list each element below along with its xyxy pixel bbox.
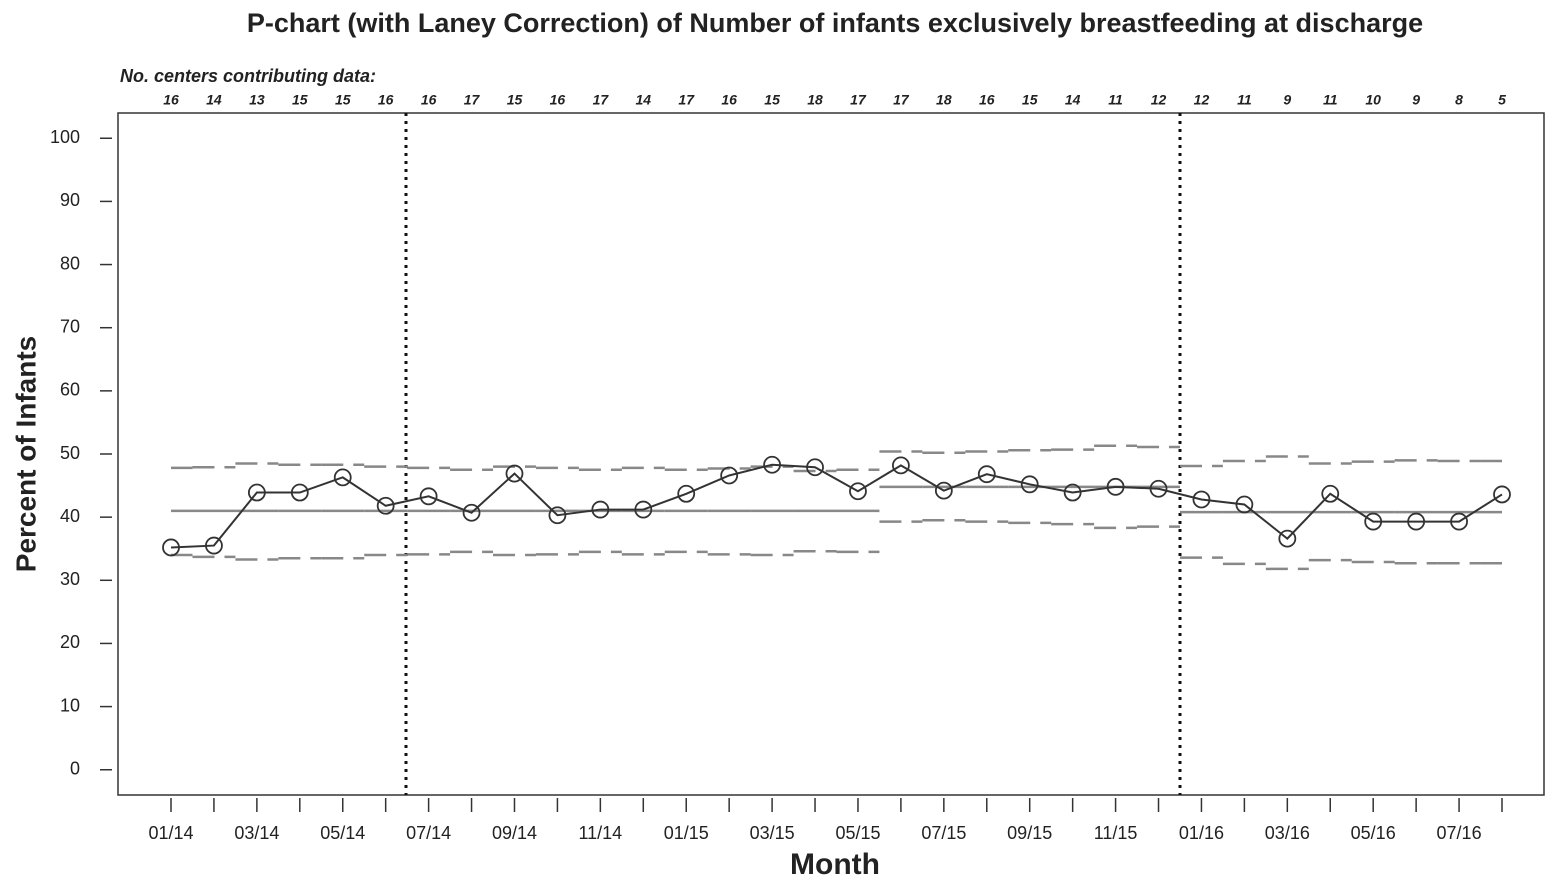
x-tick-label: 07/14 bbox=[406, 823, 451, 843]
data-point bbox=[1063, 483, 1082, 502]
count-label: 15 bbox=[1022, 92, 1038, 108]
count-label: 11 bbox=[1108, 92, 1123, 108]
x-tick-label: 09/14 bbox=[492, 823, 537, 843]
count-label: 16 bbox=[721, 92, 737, 108]
count-label: 16 bbox=[979, 92, 995, 108]
count-label: 12 bbox=[1194, 92, 1210, 108]
count-label: 17 bbox=[593, 92, 610, 108]
count-label: 18 bbox=[936, 92, 952, 108]
y-tick-label: 80 bbox=[60, 253, 80, 273]
count-label: 15 bbox=[507, 92, 523, 108]
count-label: 16 bbox=[421, 92, 437, 108]
count-label: 9 bbox=[1412, 92, 1420, 108]
data-point bbox=[548, 506, 567, 525]
data-point bbox=[290, 483, 309, 502]
count-label: 12 bbox=[1151, 92, 1167, 108]
y-tick-label: 100 bbox=[50, 127, 80, 147]
data-point bbox=[462, 503, 481, 522]
data-point bbox=[1364, 512, 1383, 531]
count-label: 17 bbox=[893, 92, 910, 108]
count-label: 15 bbox=[764, 92, 780, 108]
chart-title: P-chart (with Laney Correction) of Numbe… bbox=[247, 8, 1423, 38]
data-point bbox=[591, 500, 610, 519]
count-label: 11 bbox=[1323, 92, 1338, 108]
data-point bbox=[677, 484, 696, 503]
data-point bbox=[1020, 475, 1039, 494]
data-point bbox=[720, 466, 739, 485]
y-axis-label: Percent of Infants bbox=[10, 336, 41, 572]
data-point bbox=[892, 456, 910, 475]
data-point bbox=[376, 496, 395, 515]
x-tick-label: 05/15 bbox=[835, 823, 880, 843]
count-label: 9 bbox=[1283, 92, 1291, 108]
data-point bbox=[1450, 512, 1468, 531]
counts-label: No. centers contributing data: bbox=[120, 66, 376, 86]
plot-frame bbox=[117, 112, 1545, 796]
data-point bbox=[849, 482, 867, 501]
data-point bbox=[1278, 529, 1297, 548]
count-label: 16 bbox=[550, 92, 566, 108]
data-point bbox=[634, 500, 653, 519]
data-point bbox=[806, 458, 824, 477]
x-tick-label: 05/14 bbox=[320, 823, 365, 843]
x-tick-label: 01/16 bbox=[1179, 823, 1224, 843]
x-tick-label: 11/14 bbox=[578, 823, 622, 843]
data-point bbox=[505, 464, 524, 483]
count-label: 10 bbox=[1365, 92, 1381, 108]
count-label: 5 bbox=[1498, 92, 1506, 108]
x-tick-label: 11/15 bbox=[1094, 823, 1138, 843]
data-point bbox=[1106, 477, 1125, 496]
count-label: 8 bbox=[1455, 92, 1463, 108]
y-tick-label: 40 bbox=[60, 506, 80, 526]
x-tick-label: 03/15 bbox=[750, 823, 795, 843]
data-point bbox=[247, 483, 266, 502]
data-point bbox=[763, 455, 781, 474]
y-tick-label: 10 bbox=[60, 695, 80, 715]
count-label: 17 bbox=[678, 92, 695, 108]
count-label: 14 bbox=[636, 92, 652, 108]
x-tick-label: 07/16 bbox=[1437, 823, 1482, 843]
x-axis-label: Month bbox=[790, 848, 880, 881]
data-point bbox=[1493, 485, 1511, 504]
y-tick-label: 70 bbox=[60, 316, 80, 336]
data-line bbox=[170, 463, 1503, 549]
count-label: 17 bbox=[464, 92, 481, 108]
y-tick-label: 0 bbox=[70, 758, 80, 778]
count-label: 14 bbox=[206, 92, 222, 108]
y-tick-label: 60 bbox=[60, 380, 80, 400]
x-tick-label: 03/16 bbox=[1265, 823, 1310, 843]
y-tick-label: 20 bbox=[60, 632, 80, 652]
y-tick-label: 30 bbox=[60, 569, 80, 589]
x-tick-label: 05/16 bbox=[1351, 823, 1396, 843]
x-tick-label: 01/15 bbox=[664, 823, 709, 843]
x-tick-label: 03/14 bbox=[234, 823, 279, 843]
data-point bbox=[162, 538, 180, 557]
data-point bbox=[205, 536, 223, 555]
data-point bbox=[934, 481, 953, 500]
data-point bbox=[1192, 490, 1211, 509]
count-label: 13 bbox=[249, 92, 265, 108]
count-label: 18 bbox=[807, 92, 823, 108]
x-tick-label: 01/14 bbox=[148, 823, 193, 843]
count-label: 11 bbox=[1237, 92, 1252, 108]
data-point bbox=[977, 465, 996, 484]
data-point bbox=[1407, 512, 1426, 531]
count-label: 16 bbox=[378, 92, 394, 108]
data-point bbox=[419, 487, 438, 506]
y-tick-label: 90 bbox=[60, 190, 80, 210]
data-point bbox=[1235, 495, 1254, 514]
x-tick-label: 07/15 bbox=[921, 823, 966, 843]
count-label: 14 bbox=[1065, 92, 1081, 108]
count-label: 17 bbox=[850, 92, 867, 108]
count-label: 15 bbox=[335, 92, 351, 108]
data-point bbox=[333, 468, 352, 487]
y-tick-label: 50 bbox=[60, 443, 80, 463]
data-point bbox=[1149, 479, 1168, 498]
count-label: 15 bbox=[292, 92, 308, 108]
count-label: 16 bbox=[163, 92, 179, 108]
x-tick-label: 09/15 bbox=[1007, 823, 1052, 843]
data-point bbox=[1321, 484, 1340, 503]
